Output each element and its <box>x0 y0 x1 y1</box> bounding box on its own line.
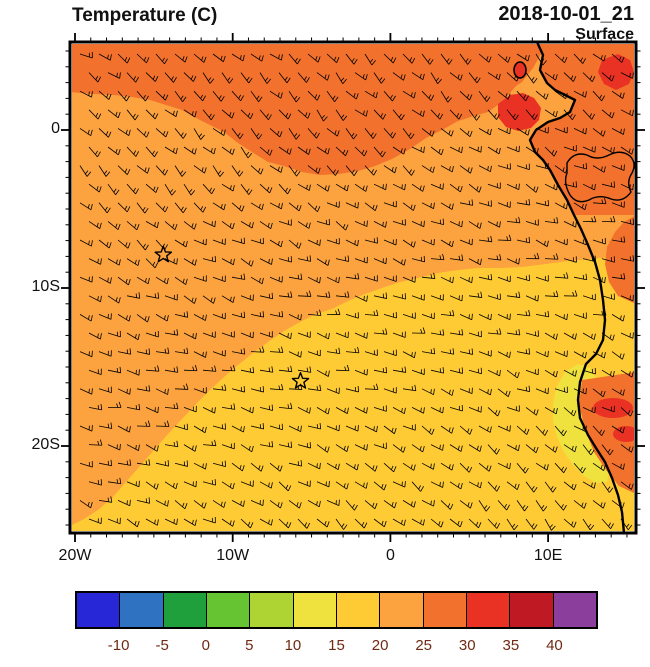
plot-level-label: Surface <box>575 26 634 43</box>
station-markers <box>154 245 310 389</box>
colorbar-cell <box>422 593 466 627</box>
colorbar-cell <box>465 593 510 627</box>
colorbar-tick-label: 35 <box>502 637 520 654</box>
land-hot-spot-northeast <box>598 54 634 90</box>
temperature-map <box>61 33 645 542</box>
temperature-field <box>72 44 634 531</box>
colorbar-cell <box>249 593 293 627</box>
colorbar-tick-label: 0 <box>201 637 210 654</box>
lat-tick-label: 10S <box>31 278 60 295</box>
lon-tick-label: 10E <box>533 547 563 564</box>
coastline-layer <box>513 41 635 534</box>
station-marker-northwest <box>154 245 173 263</box>
colorbar-tick-label: 5 <box>245 637 254 654</box>
colorbar-tick-label: 10 <box>284 637 302 654</box>
colorbar-tick-label: 20 <box>371 637 389 654</box>
lon-tick-label: 10W <box>216 547 250 564</box>
colorbar-cell <box>77 593 120 627</box>
field-zone-25-30-band <box>72 44 546 175</box>
lon-tick-label: 20W <box>58 547 92 564</box>
lat-tick-label: 0 <box>51 120 60 137</box>
station-marker-central <box>291 372 310 389</box>
map-frame <box>68 40 638 535</box>
colorbar-cell <box>379 593 423 627</box>
field-zone-30-35-gulf <box>498 93 541 131</box>
colorbar <box>75 591 598 629</box>
colorbar-tick-label: -5 <box>155 637 169 654</box>
land-hot-spot-southeast-1 <box>593 398 633 418</box>
inland-border <box>564 151 635 203</box>
lat-tick-label: 20S <box>31 436 60 453</box>
colorbar-cell <box>205 593 250 627</box>
colorbar-tick-label: 30 <box>458 637 476 654</box>
plot-title: Temperature (C) <box>72 5 218 26</box>
land-east-strip <box>605 216 634 304</box>
african-coastline <box>528 41 626 534</box>
colorbar-cell <box>335 593 380 627</box>
colorbar-cell <box>119 593 163 627</box>
colorbar-tick-label: 40 <box>546 637 563 654</box>
colorbar-cell <box>509 593 553 627</box>
colorbar-tick-label: 25 <box>415 637 432 654</box>
wind-barbs <box>79 52 634 531</box>
land-northeast <box>530 44 634 215</box>
colorbar-cell <box>552 593 596 627</box>
colorbar-cell <box>292 593 336 627</box>
colorbar-tick-label: -10 <box>107 637 130 654</box>
plot-datetime: 2018-10-01_21 <box>498 3 634 25</box>
colorbar-tick-label: 15 <box>328 637 345 654</box>
field-zone-15-20-south <box>72 254 634 531</box>
island-outline <box>513 61 527 79</box>
colorbar-cell <box>162 593 206 627</box>
lon-tick-label: 0 <box>385 547 395 564</box>
